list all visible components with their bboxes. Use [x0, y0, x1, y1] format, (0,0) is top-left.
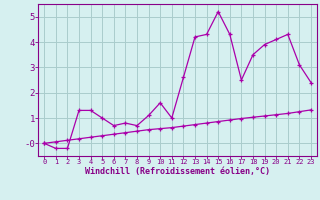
X-axis label: Windchill (Refroidissement éolien,°C): Windchill (Refroidissement éolien,°C) — [85, 167, 270, 176]
